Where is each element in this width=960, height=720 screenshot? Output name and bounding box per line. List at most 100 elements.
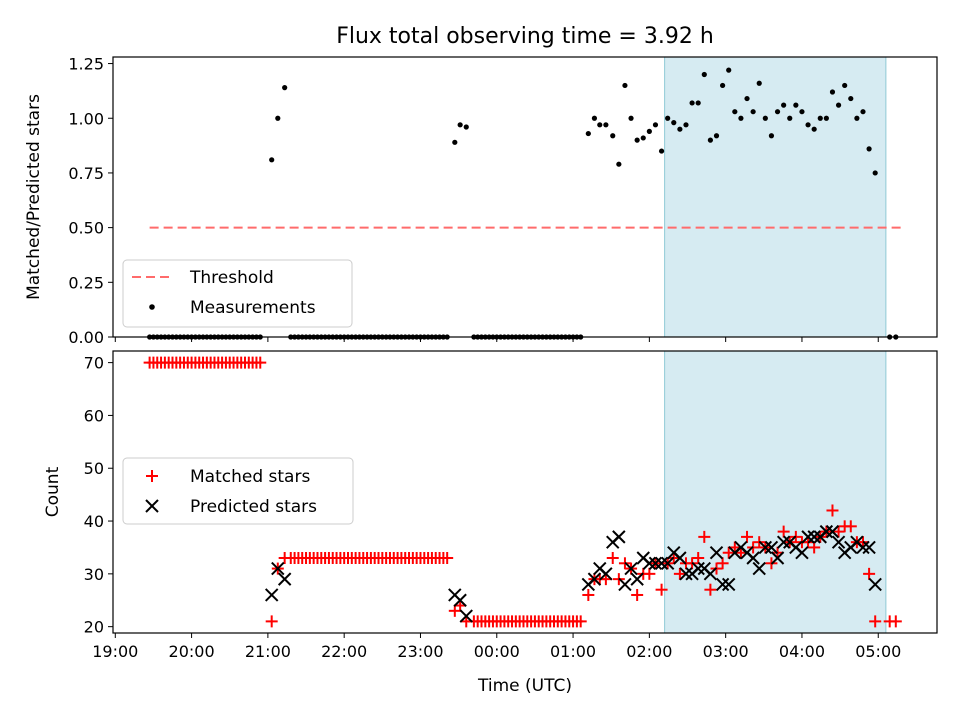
predicted-star-point bbox=[795, 546, 809, 560]
predicted-star-point bbox=[630, 572, 644, 586]
matched-star-point bbox=[254, 356, 267, 369]
x-tick-label: 03:00 bbox=[703, 642, 749, 661]
x-tick-label: 04:00 bbox=[779, 642, 825, 661]
x-tick-label: 01:00 bbox=[550, 642, 596, 661]
count-y-tick-label: 70 bbox=[84, 354, 104, 373]
count-legend-box bbox=[122, 457, 354, 525]
ratio-legend-box bbox=[122, 259, 353, 328]
matched-star-point bbox=[832, 525, 845, 538]
measurement-point bbox=[689, 100, 695, 106]
measurement-point bbox=[646, 128, 652, 134]
predicted-star-point bbox=[722, 577, 736, 592]
count-y-tick-label: 50 bbox=[84, 459, 104, 478]
measurement-point bbox=[452, 139, 458, 145]
measurement-point bbox=[854, 115, 860, 121]
count-y-tick-label: 30 bbox=[84, 565, 104, 584]
measurement-point bbox=[634, 137, 640, 143]
matched-star-point bbox=[869, 615, 882, 628]
measurement-point bbox=[799, 109, 805, 115]
predicted-star-point bbox=[599, 567, 613, 581]
legend-predicted-label: Predicted stars bbox=[190, 497, 317, 517]
ratio-x-ticks bbox=[114, 337, 879, 342]
matched-star-point bbox=[722, 546, 735, 559]
matched-star-point bbox=[692, 552, 705, 565]
predicted-star-point bbox=[618, 577, 632, 592]
measurement-point bbox=[269, 157, 275, 163]
predicted-star-point bbox=[642, 556, 657, 570]
legend-measurements-swatch bbox=[149, 304, 155, 310]
matched-star-point bbox=[863, 567, 876, 580]
measurement-point bbox=[275, 115, 281, 121]
measurement-point bbox=[866, 146, 872, 152]
ratio-y-tick-label: 0.75 bbox=[68, 164, 104, 183]
ratio-y-tick-label: 0.00 bbox=[68, 328, 104, 347]
x-tick-label: 20:00 bbox=[169, 642, 215, 661]
measurement-point bbox=[640, 135, 646, 141]
x-tick-label: 02:00 bbox=[626, 642, 672, 661]
measurement-point bbox=[628, 115, 634, 121]
measurement-point bbox=[282, 85, 288, 91]
count-y-ticks: 20 30 40 50 60 70 bbox=[84, 354, 113, 637]
measurement-point bbox=[823, 115, 829, 121]
ratio-y-tick-label: 1.25 bbox=[68, 55, 104, 74]
predicted-star-point bbox=[587, 572, 602, 586]
x-tick-label: 22:00 bbox=[321, 642, 367, 661]
measurement-point bbox=[616, 161, 622, 167]
predicted-star-point bbox=[862, 540, 876, 555]
measurement-point bbox=[805, 122, 811, 128]
measurement-point bbox=[774, 109, 781, 115]
measurement-point bbox=[793, 102, 799, 108]
measurement-point bbox=[695, 100, 701, 106]
predicted-star-point bbox=[770, 551, 785, 565]
measurement-point bbox=[457, 122, 463, 128]
measurement-point bbox=[671, 120, 677, 126]
matched-star-point bbox=[808, 541, 821, 554]
matched-star-point bbox=[673, 567, 686, 580]
ratio-y-tick-label: 0.50 bbox=[68, 219, 104, 238]
matched-star-point bbox=[777, 525, 790, 538]
measurement-point bbox=[787, 115, 793, 121]
ratio-y-label: Matched/Predicted stars bbox=[24, 94, 44, 300]
matched-star-point bbox=[655, 583, 668, 596]
x-axis-label: Time (UTC) bbox=[477, 676, 572, 696]
x-tick-label: 00:00 bbox=[474, 642, 520, 661]
matched-star-point bbox=[741, 530, 754, 543]
count-y-tick-label: 60 bbox=[84, 406, 104, 425]
predicted-star-point bbox=[691, 561, 705, 576]
predicted-star-point bbox=[612, 530, 626, 544]
predicted-star-point bbox=[459, 609, 473, 623]
measurement-point bbox=[701, 71, 707, 78]
predicted-star-point bbox=[807, 530, 821, 544]
predicted-star-point bbox=[868, 577, 882, 592]
measurement-point bbox=[817, 115, 823, 121]
measurement-point bbox=[683, 122, 689, 128]
predicted-star-point bbox=[271, 561, 285, 576]
legend-predicted-swatch bbox=[145, 499, 159, 513]
predicted-star-point bbox=[660, 556, 675, 570]
measurement-point bbox=[652, 122, 659, 128]
measurement-point bbox=[781, 102, 787, 108]
measurement-point bbox=[603, 122, 609, 128]
ratio-highlight-span bbox=[664, 56, 887, 338]
measurement-point bbox=[726, 67, 732, 73]
measurement-point bbox=[811, 126, 817, 132]
x-tick-label: 19:00 bbox=[92, 642, 138, 661]
matched-star-point bbox=[889, 615, 902, 628]
predicted-star-point bbox=[715, 577, 730, 592]
predicted-star-point bbox=[709, 546, 724, 560]
measurement-point bbox=[622, 82, 628, 89]
legend-threshold-label: Threshold bbox=[189, 268, 274, 288]
matched-star-point bbox=[265, 615, 278, 628]
measurement-point bbox=[732, 109, 738, 115]
measurement-point bbox=[848, 95, 854, 102]
predicted-star-point bbox=[819, 524, 834, 539]
measurement-point bbox=[677, 126, 683, 132]
ratio-y-tick-label: 1.00 bbox=[68, 109, 104, 128]
predicted-star-point bbox=[752, 561, 766, 576]
matched-star-point bbox=[704, 583, 717, 596]
count-axes-frame bbox=[112, 350, 938, 634]
count-y-tick-label: 20 bbox=[84, 618, 104, 637]
measurement-point bbox=[707, 137, 714, 143]
count-legend: Matched stars Predicted stars bbox=[122, 457, 354, 525]
